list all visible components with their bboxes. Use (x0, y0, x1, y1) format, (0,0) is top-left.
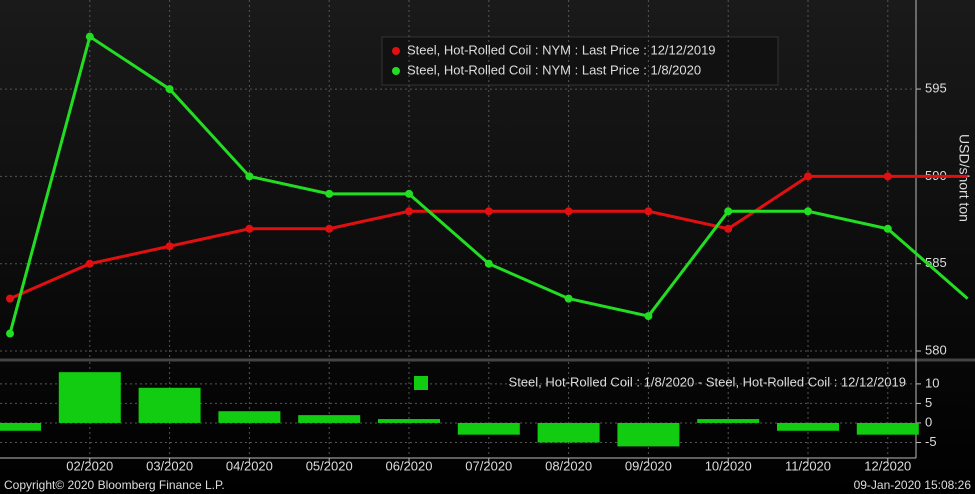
x-tick-label: 10/2020 (705, 458, 752, 473)
bar (138, 387, 201, 423)
point (564, 294, 573, 303)
point (724, 224, 733, 233)
y-tick-label: 5 (925, 395, 932, 410)
point (484, 259, 493, 268)
y-tick-label: 595 (925, 81, 947, 96)
x-tick-label: 05/2020 (306, 458, 353, 473)
legend-marker (414, 376, 428, 390)
x-tick-label: 07/2020 (465, 458, 512, 473)
y-tick-label: -5 (925, 434, 937, 449)
point (245, 224, 254, 233)
point (724, 207, 733, 216)
bar (617, 422, 680, 447)
x-tick-label: 04/2020 (226, 458, 273, 473)
bar (697, 419, 760, 423)
y-tick-label: 580 (925, 342, 947, 357)
bar (856, 422, 919, 435)
point (6, 329, 14, 338)
y-tick-label: 0 (925, 414, 932, 429)
point (804, 172, 812, 181)
legend-marker (392, 47, 400, 55)
bar (457, 422, 520, 435)
y-tick-label: 10 (925, 375, 939, 390)
bar (0, 422, 41, 431)
point (804, 207, 812, 216)
bar (58, 372, 121, 423)
legend-label: Steel, Hot-Rolled Coil : NYM : Last Pric… (407, 62, 701, 77)
legend-box (381, 36, 779, 86)
timestamp: 09-Jan-2020 15:08:26 (854, 478, 972, 492)
point (245, 172, 254, 181)
point (484, 207, 493, 216)
legend-marker (392, 67, 400, 75)
x-tick-label: 12/2020 (864, 458, 911, 473)
point (883, 172, 892, 181)
legend-label: Steel, Hot-Rolled Coil : 1/8/2020 - Stee… (509, 374, 906, 389)
bar (777, 422, 839, 431)
point (6, 294, 14, 303)
point (405, 207, 413, 216)
point (85, 259, 94, 268)
point (644, 207, 653, 216)
point (405, 189, 413, 198)
bar (218, 411, 281, 423)
y-axis-label: USD/short ton (956, 134, 972, 222)
point (564, 207, 573, 216)
point (165, 242, 174, 251)
point (325, 189, 334, 198)
legend-label: Steel, Hot-Rolled Coil : NYM : Last Pric… (407, 42, 716, 57)
point (883, 224, 892, 233)
point (165, 85, 174, 94)
x-tick-label: 08/2020 (545, 458, 592, 473)
copyright: Copyright© 2020 Bloomberg Finance L.P. (4, 478, 225, 492)
point (85, 32, 94, 41)
x-tick-label: 06/2020 (386, 458, 433, 473)
x-tick-label: 02/2020 (66, 458, 113, 473)
x-tick-label: 03/2020 (146, 458, 193, 473)
bar (378, 419, 440, 423)
bar (537, 422, 600, 443)
x-tick-label: 11/2020 (785, 458, 831, 473)
bar (298, 415, 361, 423)
point (325, 224, 334, 233)
x-tick-label: 09/2020 (625, 458, 672, 473)
point (644, 312, 653, 321)
